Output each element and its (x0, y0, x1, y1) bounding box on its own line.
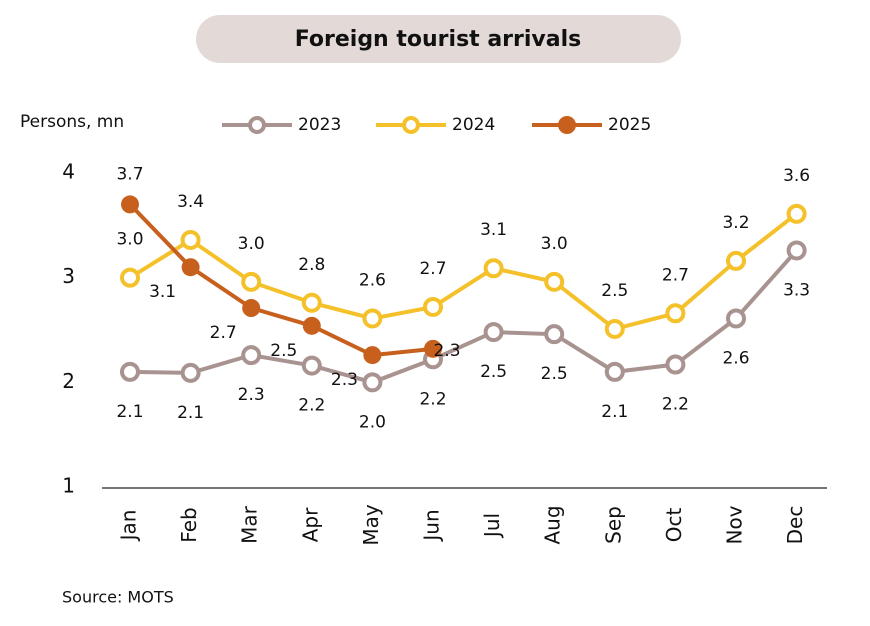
y-tick-label: 4 (62, 160, 75, 184)
data-label: 2.2 (419, 389, 446, 409)
x-tick-label: Aug (541, 505, 565, 544)
data-label: 2.6 (359, 270, 386, 290)
point-marker (726, 250, 746, 271)
data-label: 2.2 (662, 395, 689, 415)
y-tick-label: 3 (62, 264, 75, 288)
point-marker (483, 258, 504, 279)
point-marker (301, 292, 322, 313)
point-marker (726, 308, 746, 329)
y-tick-label: 2 (62, 369, 75, 393)
data-label: 3.4 (177, 192, 204, 212)
point-marker (604, 361, 625, 382)
data-label: 2.5 (541, 364, 568, 384)
data-label: 2.1 (116, 402, 143, 422)
point-marker (362, 308, 383, 329)
legend-marker (248, 116, 266, 134)
x-tick-label: Nov (723, 505, 747, 544)
point-marker (302, 316, 321, 335)
x-tick-label: Jul (480, 513, 504, 539)
x-tick-label: Mar (238, 505, 262, 544)
point-marker (181, 258, 200, 277)
x-tick-label: Jan (117, 510, 141, 543)
data-label: 2.1 (601, 402, 628, 422)
data-label: 2.3 (331, 370, 358, 390)
point-marker (180, 229, 201, 250)
series-line (128, 212, 798, 331)
point-marker (121, 195, 139, 214)
data-label: 2.6 (722, 348, 749, 368)
point-marker (363, 346, 382, 365)
point-marker (241, 271, 262, 292)
data-label: 3.1 (149, 282, 176, 302)
data-label: 2.3 (238, 385, 265, 405)
point-marker (423, 296, 443, 317)
data-label: 2.5 (601, 281, 628, 301)
data-label: 2.0 (359, 412, 386, 432)
title-pill (196, 15, 681, 63)
point-marker (301, 355, 322, 376)
data-label: 3.3 (783, 280, 810, 300)
data-label: 2.7 (210, 323, 237, 343)
y-tick-label: 1 (62, 474, 75, 498)
source: Source: MOTS (62, 588, 174, 607)
point-marker (180, 362, 201, 383)
legend-label: 2024 (452, 115, 495, 135)
x-tick-label: Oct (662, 508, 686, 543)
series-line (129, 249, 799, 385)
data-label: 2.1 (177, 403, 204, 423)
data-label: 2.8 (298, 255, 325, 275)
data-label: 2.2 (298, 396, 325, 416)
x-tick-label: Dec (783, 506, 807, 545)
legend-marker (558, 116, 576, 134)
point-marker (786, 240, 807, 261)
x-tick-label: Jun (420, 509, 444, 542)
data-label: 2.5 (480, 362, 507, 382)
point-marker (120, 267, 140, 288)
y-axis-label: Persons, mn (20, 112, 124, 132)
point-marker (241, 345, 262, 366)
chart-title: Foreign tourist arrivals (295, 27, 582, 52)
data-label: 2.7 (419, 259, 446, 279)
point-marker (544, 271, 565, 292)
x-tick-label: Sep (601, 506, 625, 544)
data-label: 3.1 (480, 220, 507, 240)
x-tick-label: May (359, 504, 383, 546)
data-label: 3.0 (238, 234, 265, 254)
data-label: 2.5 (270, 341, 297, 361)
point-marker (362, 372, 383, 393)
point-marker (424, 339, 442, 358)
series-line (128, 203, 434, 358)
point-marker (786, 203, 807, 224)
x-tick-label: Apr (298, 507, 322, 542)
point-marker (242, 299, 261, 318)
x-tick-label: Feb (177, 507, 201, 542)
point-marker (665, 303, 686, 324)
point-marker (665, 354, 686, 375)
data-label: 3.0 (541, 234, 568, 254)
point-marker (483, 322, 504, 343)
data-label: 2.7 (662, 265, 689, 285)
data-label: 3.2 (722, 213, 749, 233)
legend-label: 2023 (298, 115, 341, 135)
point-marker (544, 324, 565, 345)
point-marker (604, 318, 625, 339)
legend-marker (402, 116, 420, 134)
data-label: 3.6 (783, 166, 810, 186)
data-label: 3.7 (116, 164, 143, 184)
data-label: 2.3 (433, 341, 460, 361)
legend-label: 2025 (608, 115, 651, 135)
point-marker (120, 361, 140, 382)
data-label: 3.0 (116, 230, 143, 250)
